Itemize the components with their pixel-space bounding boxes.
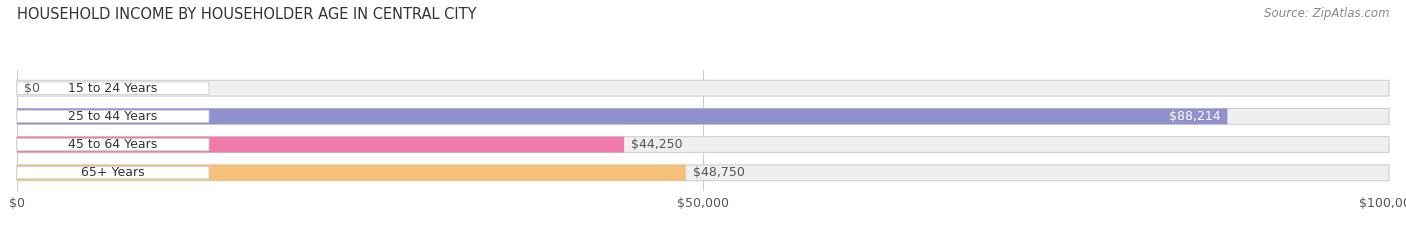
FancyBboxPatch shape: [17, 137, 1389, 152]
Text: HOUSEHOLD INCOME BY HOUSEHOLDER AGE IN CENTRAL CITY: HOUSEHOLD INCOME BY HOUSEHOLDER AGE IN C…: [17, 7, 477, 22]
FancyBboxPatch shape: [17, 80, 1389, 96]
Text: 15 to 24 Years: 15 to 24 Years: [69, 82, 157, 95]
Text: 45 to 64 Years: 45 to 64 Years: [69, 138, 157, 151]
Text: $0: $0: [24, 82, 39, 95]
Text: $88,214: $88,214: [1168, 110, 1220, 123]
FancyBboxPatch shape: [17, 82, 209, 94]
FancyBboxPatch shape: [17, 110, 209, 123]
Text: $44,250: $44,250: [631, 138, 682, 151]
Text: 25 to 44 Years: 25 to 44 Years: [69, 110, 157, 123]
FancyBboxPatch shape: [17, 165, 1389, 181]
Text: 65+ Years: 65+ Years: [82, 166, 145, 179]
FancyBboxPatch shape: [17, 138, 209, 151]
FancyBboxPatch shape: [17, 109, 1389, 124]
FancyBboxPatch shape: [17, 165, 686, 181]
Text: Source: ZipAtlas.com: Source: ZipAtlas.com: [1264, 7, 1389, 20]
FancyBboxPatch shape: [17, 109, 1227, 124]
FancyBboxPatch shape: [17, 137, 624, 152]
Text: $48,750: $48,750: [693, 166, 745, 179]
FancyBboxPatch shape: [17, 167, 209, 179]
